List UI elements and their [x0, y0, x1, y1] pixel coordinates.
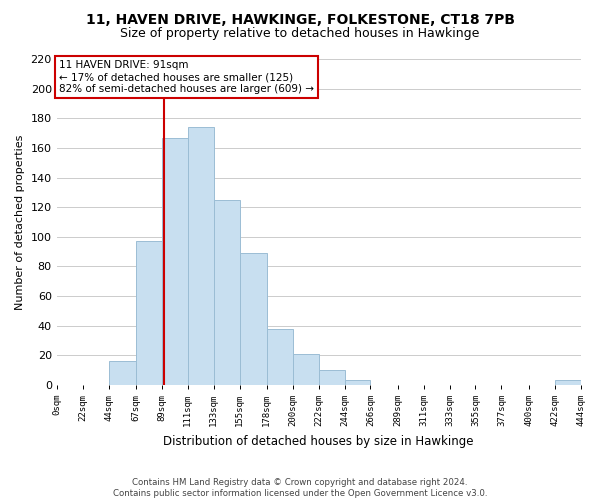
Text: 11, HAVEN DRIVE, HAWKINGE, FOLKESTONE, CT18 7PB: 11, HAVEN DRIVE, HAWKINGE, FOLKESTONE, C… [86, 12, 515, 26]
Bar [161, 138, 188, 385]
Text: Contains HM Land Registry data © Crown copyright and database right 2024.
Contai: Contains HM Land Registry data © Crown c… [113, 478, 487, 498]
Bar [293, 354, 319, 385]
Bar [554, 380, 581, 385]
Bar [266, 328, 293, 385]
Bar [344, 380, 370, 385]
Text: Size of property relative to detached houses in Hawkinge: Size of property relative to detached ho… [121, 28, 479, 40]
Bar [319, 370, 344, 385]
Bar [188, 127, 214, 385]
Bar [136, 241, 161, 385]
Text: 11 HAVEN DRIVE: 91sqm
← 17% of detached houses are smaller (125)
82% of semi-det: 11 HAVEN DRIVE: 91sqm ← 17% of detached … [59, 60, 314, 94]
Bar [109, 361, 136, 385]
Bar [239, 253, 266, 385]
Y-axis label: Number of detached properties: Number of detached properties [15, 134, 25, 310]
X-axis label: Distribution of detached houses by size in Hawkinge: Distribution of detached houses by size … [163, 434, 474, 448]
Bar [214, 200, 239, 385]
